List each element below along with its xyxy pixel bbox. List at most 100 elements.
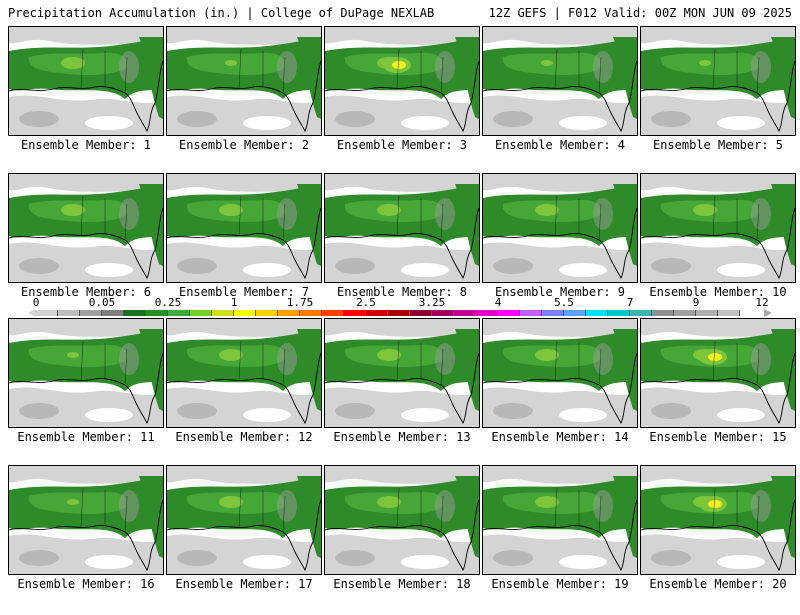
ensemble-panel: Ensemble Member: 16	[8, 465, 164, 615]
precip-map	[640, 318, 796, 428]
precip-map	[324, 318, 480, 428]
scale-swatch	[300, 310, 322, 316]
precip-map	[482, 318, 638, 428]
ensemble-panel: Ensemble Member: 13	[324, 318, 480, 468]
scale-tick-label: 4	[494, 296, 502, 309]
valid-time-label: 12Z GEFS | F012 Valid: 00Z MON JUN 09 20…	[488, 6, 792, 20]
ensemble-member-label: Ensemble Member: 4	[494, 138, 626, 152]
ensemble-panel: Ensemble Member: 14	[482, 318, 638, 468]
scale-tick-label: 0	[32, 296, 40, 309]
scale-swatches	[36, 310, 740, 316]
scale-swatch	[80, 310, 102, 316]
precip-map	[8, 173, 164, 283]
ensemble-panel: Ensemble Member: 6	[8, 173, 164, 323]
scale-swatch	[608, 310, 630, 316]
scale-swatch	[344, 310, 366, 316]
scale-swatch	[256, 310, 278, 316]
ensemble-panel: Ensemble Member: 18	[324, 465, 480, 615]
ensemble-member-label: Ensemble Member: 6	[20, 285, 152, 299]
precip-map	[482, 26, 638, 136]
precip-map	[166, 465, 322, 575]
scale-swatch	[586, 310, 608, 316]
precip-map	[8, 465, 164, 575]
precip-map	[640, 465, 796, 575]
ensemble-member-label: Ensemble Member: 16	[17, 577, 155, 591]
scale-swatch	[454, 310, 476, 316]
ensemble-panel: Ensemble Member: 20	[640, 465, 796, 615]
scale-tick-label: 9	[692, 296, 700, 309]
ensemble-panel: Ensemble Member: 12	[166, 318, 322, 468]
ensemble-member-label: Ensemble Member: 2	[178, 138, 310, 152]
ensemble-panel: Ensemble Member: 7	[166, 173, 322, 323]
scale-swatch	[674, 310, 696, 316]
scale-swatch	[168, 310, 190, 316]
ensemble-panel: Ensemble Member: 1	[8, 26, 164, 176]
precip-map	[482, 173, 638, 283]
ensemble-member-label: Ensemble Member: 18	[333, 577, 471, 591]
scale-tick-label: 5.5	[554, 296, 574, 309]
precip-map	[166, 318, 322, 428]
ensemble-member-label: Ensemble Member: 3	[336, 138, 468, 152]
scale-tick-label: 1	[230, 296, 238, 309]
scale-swatch	[278, 310, 300, 316]
scale-swatch	[234, 310, 256, 316]
ensemble-member-label: Ensemble Member: 13	[333, 430, 471, 444]
precip-map	[324, 173, 480, 283]
ensemble-member-label: Ensemble Member: 5	[652, 138, 784, 152]
ensemble-panel: Ensemble Member: 15	[640, 318, 796, 468]
scale-tick-label: 0.05	[88, 296, 116, 309]
scale-tick-label: 0.25	[154, 296, 182, 309]
scale-swatch	[58, 310, 80, 316]
ensemble-member-label: Ensemble Member: 17	[175, 577, 313, 591]
ensemble-member-label: Ensemble Member: 15	[649, 430, 787, 444]
precip-map	[640, 173, 796, 283]
ensemble-member-label: Ensemble Member: 1	[20, 138, 152, 152]
ensemble-panel: Ensemble Member: 4	[482, 26, 638, 176]
scale-swatch	[498, 310, 520, 316]
ensemble-member-label: Ensemble Member: 14	[491, 430, 629, 444]
ensemble-panel: Ensemble Member: 11	[8, 318, 164, 468]
scale-swatch	[696, 310, 718, 316]
ensemble-member-label: Ensemble Member: 20	[649, 577, 787, 591]
scale-swatch	[718, 310, 740, 316]
ensemble-member-label: Ensemble Member: 8	[336, 285, 468, 299]
precip-map	[8, 318, 164, 428]
ensemble-panel: Ensemble Member: 9	[482, 173, 638, 323]
ensemble-member-label: Ensemble Member: 11	[17, 430, 155, 444]
scale-swatch	[564, 310, 586, 316]
scale-tick-label: 12	[755, 296, 769, 309]
ensemble-panel: Ensemble Member: 3	[324, 26, 480, 176]
scale-arrow-right	[764, 309, 772, 317]
ensemble-panel: Ensemble Member: 10	[640, 173, 796, 323]
ensemble-member-label: Ensemble Member: 7	[178, 285, 310, 299]
precip-map	[482, 465, 638, 575]
scale-swatch	[542, 310, 564, 316]
scale-swatch	[212, 310, 234, 316]
scale-swatch	[146, 310, 168, 316]
precip-map	[324, 26, 480, 136]
scale-swatch	[476, 310, 498, 316]
precip-map	[166, 26, 322, 136]
scale-tick-label: 7	[626, 296, 634, 309]
ensemble-member-label: Ensemble Member: 9	[494, 285, 626, 299]
scale-swatch	[190, 310, 212, 316]
precip-color-scale: 0 0.05 0.25 1 1.75 2.5 3.25 4 5.5 7 9 12	[0, 296, 800, 318]
scale-swatch	[322, 310, 344, 316]
precip-map	[640, 26, 796, 136]
scale-swatch	[432, 310, 454, 316]
chart-title: Precipitation Accumulation (in.) | Colle…	[8, 6, 435, 20]
ensemble-panel: Ensemble Member: 8	[324, 173, 480, 323]
ensemble-panel: Ensemble Member: 17	[166, 465, 322, 615]
ensemble-member-label: Ensemble Member: 10	[649, 285, 787, 299]
scale-tick-label: 3.25	[418, 296, 446, 309]
scale-swatch	[388, 310, 410, 316]
scale-swatch	[520, 310, 542, 316]
ensemble-member-label: Ensemble Member: 19	[491, 577, 629, 591]
ensemble-panel: Ensemble Member: 5	[640, 26, 796, 176]
scale-swatch	[366, 310, 388, 316]
precip-map	[324, 465, 480, 575]
ensemble-member-label: Ensemble Member: 12	[175, 430, 313, 444]
precip-map	[8, 26, 164, 136]
scale-swatch	[102, 310, 124, 316]
scale-swatch	[410, 310, 432, 316]
